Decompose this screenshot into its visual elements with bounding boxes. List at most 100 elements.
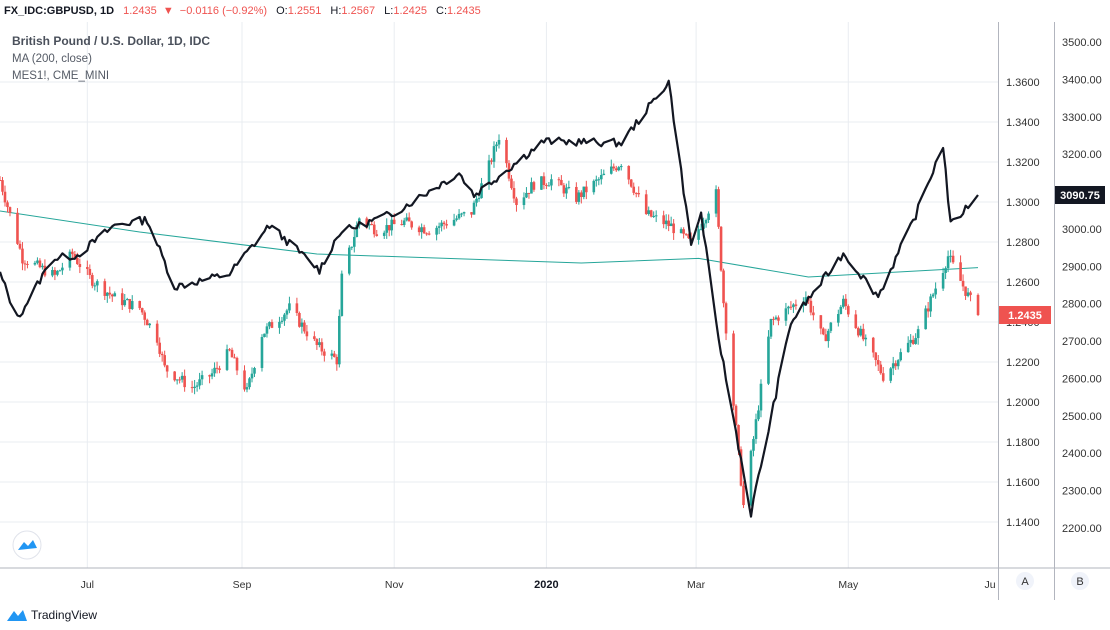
candle-body (809, 300, 813, 313)
candle-body (829, 322, 833, 331)
price-tick-label: 1.3400 (1006, 117, 1040, 129)
candle-body (462, 212, 466, 214)
compare-axis[interactable]: 3500.003400.003300.003200.003100.003000.… (1062, 37, 1102, 535)
candle-body (352, 236, 356, 247)
candle-body (916, 329, 920, 339)
candle-body (93, 285, 97, 287)
candle-body (724, 303, 728, 334)
candle-body (542, 176, 546, 185)
candle-body (402, 220, 406, 226)
candle-body (243, 370, 246, 390)
scale-button-b-label: B (1076, 576, 1083, 588)
candle-body (268, 322, 271, 327)
candle-body (472, 202, 476, 215)
candle-body (717, 189, 720, 227)
candle-body (335, 356, 339, 365)
last-price: 1.2435 (123, 5, 157, 17)
candle-body (318, 342, 321, 345)
candle-body (891, 363, 895, 369)
candle-body (193, 386, 196, 389)
candle-body (946, 256, 950, 269)
candle-body (263, 333, 266, 337)
candle-body (515, 198, 518, 206)
candle-body (714, 189, 718, 214)
candle-body (372, 224, 376, 235)
candle-body (58, 270, 62, 272)
candle-body (545, 184, 548, 186)
candle-body (719, 226, 723, 271)
candle-body (789, 306, 793, 308)
candle-body (679, 229, 683, 234)
candle-body (405, 217, 408, 221)
candle-body (265, 326, 269, 334)
candle-body (105, 292, 109, 296)
candle-body (580, 192, 583, 198)
candle-body (941, 272, 945, 289)
candle-body (669, 223, 673, 227)
candle-body (125, 299, 129, 301)
candle-body (427, 233, 431, 235)
candle-body (784, 308, 788, 321)
price-axis[interactable]: 1.3600 1.3400 1.3200 1.3000 1.2800 1.2600 1.24… (1006, 77, 1040, 529)
candle-body (495, 144, 498, 147)
candle-body (407, 217, 411, 222)
scale-button-b[interactable]: B (1071, 572, 1089, 590)
time-tick-label: Nov (385, 579, 404, 591)
candle-body (215, 367, 219, 369)
candle-body (824, 334, 828, 342)
compare-tick-label: 3300.00 (1062, 112, 1102, 124)
candle-body (455, 218, 458, 220)
candle-body (856, 328, 860, 336)
price-chart[interactable]: 1.3600 1.3400 1.3200 1.3000 1.2800 1.2600 1.24… (0, 22, 1110, 600)
candle-body (235, 357, 239, 371)
time-axis[interactable]: Jul Sep Nov 2020 Mar May Ju (81, 579, 996, 591)
time-tick-label: Ju (984, 579, 995, 591)
candle-body (18, 243, 22, 249)
brand-name[interactable]: TradingView (31, 608, 98, 622)
legend-compare[interactable]: MES1!, CME_MINI (12, 70, 109, 82)
candle-body (667, 220, 670, 227)
candle-body (348, 247, 351, 274)
candle-body (575, 186, 578, 202)
candle-body (173, 371, 176, 381)
candle-body (470, 212, 473, 215)
moving-average-layer (0, 210, 979, 278)
candle-body (662, 215, 665, 225)
candle-body (103, 281, 107, 296)
legend-ma[interactable]: MA (200, close) (12, 53, 92, 65)
candle-body (632, 186, 636, 193)
candle-body (225, 349, 229, 370)
candle-body (86, 267, 89, 269)
candle-body (323, 351, 326, 356)
candle-body (36, 260, 39, 263)
candle-body (562, 185, 566, 194)
candle-body (492, 146, 496, 162)
candle-body (697, 229, 700, 240)
candle-body (440, 222, 443, 227)
candle-body (959, 262, 962, 281)
candle-body (3, 191, 7, 203)
candle-body (827, 330, 830, 342)
candle-body (295, 303, 299, 314)
candle-body (73, 254, 77, 259)
tradingview-corner-logo[interactable] (12, 530, 42, 560)
candle-body (754, 419, 758, 439)
compare-tick-label: 2200.00 (1062, 523, 1102, 535)
candle-body (210, 373, 214, 377)
time-tick-label: May (838, 579, 859, 591)
close-label: C: (436, 5, 448, 17)
candle-body (924, 308, 927, 330)
candle-body (382, 232, 386, 236)
candle-body (634, 192, 638, 194)
candle-body (819, 315, 823, 329)
candle-body (76, 258, 79, 265)
price-tick-label: 1.1400 (1006, 517, 1040, 529)
candle-body (682, 229, 685, 234)
symbol-label[interactable]: FX_IDC:GBPUSD, 1D (4, 5, 115, 17)
candle-body (155, 323, 159, 343)
candle-body (490, 160, 493, 162)
candle-body (619, 165, 623, 168)
candle-body (422, 227, 426, 234)
tradingview-logo-icon[interactable] (6, 608, 28, 622)
scale-button-a[interactable]: A (1016, 572, 1034, 590)
